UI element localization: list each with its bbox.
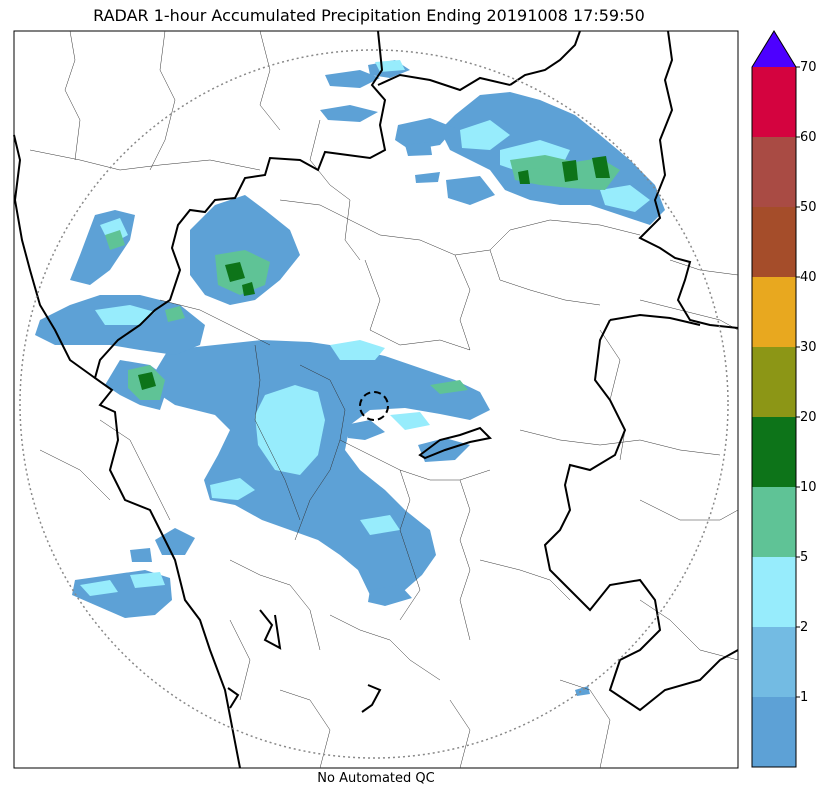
colorbar-extend-arrow <box>752 31 796 67</box>
colorbar-bin-4 <box>752 487 796 557</box>
colorbar-label-40: 40 <box>800 270 817 285</box>
colorbar-bin-8 <box>752 207 796 277</box>
qc-note: No Automated QC <box>317 771 435 786</box>
map-title: RADAR 1-hour Accumulated Precipitation E… <box>93 6 645 25</box>
colorbar <box>751 30 800 768</box>
colorbar-bin-9 <box>752 137 796 207</box>
colorbar-label-2: 2 <box>800 620 809 635</box>
colorbar-bin-3 <box>752 557 796 627</box>
colorbar-bin-5 <box>752 417 796 487</box>
colorbar-bin-2 <box>752 627 796 697</box>
colorbar-label-50: 50 <box>800 200 817 215</box>
colorbar-label-10: 10 <box>800 480 817 495</box>
colorbar-bin-7 <box>752 277 796 347</box>
radar-site-marker <box>359 391 389 421</box>
state-boundaries <box>13 30 739 769</box>
colorbar-bin-6 <box>752 347 796 417</box>
radar-range-ring <box>19 49 729 759</box>
colorbar-label-1: 1 <box>800 690 809 705</box>
precipitation-peak <box>138 156 610 390</box>
colorbar-label-20: 20 <box>800 410 817 425</box>
colorbar-bin-1 <box>752 697 796 767</box>
colorbar-label-30: 30 <box>800 340 817 355</box>
colorbar-label-5: 5 <box>800 550 809 565</box>
colorbar-outline <box>751 30 797 768</box>
colorbar-label-60: 60 <box>800 130 817 145</box>
colorbar-label-70: 70 <box>800 60 817 75</box>
colorbar-bin-10 <box>752 67 796 137</box>
